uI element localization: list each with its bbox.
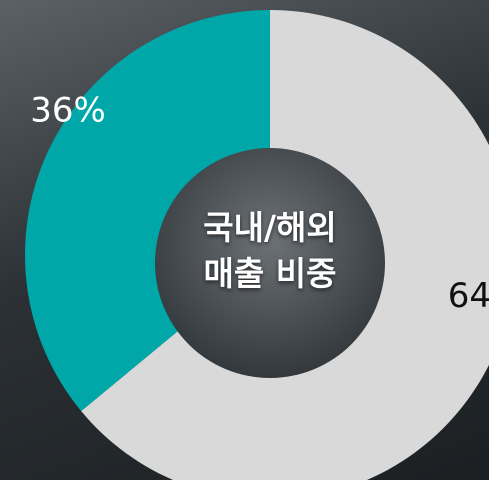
value-label: 64% bbox=[448, 276, 489, 316]
center-title: 국내/해외 매출 비중 bbox=[175, 205, 365, 297]
value-label: 36% bbox=[30, 91, 106, 131]
chart: 36% 64% 국내/해외 매출 비중 bbox=[0, 0, 489, 480]
